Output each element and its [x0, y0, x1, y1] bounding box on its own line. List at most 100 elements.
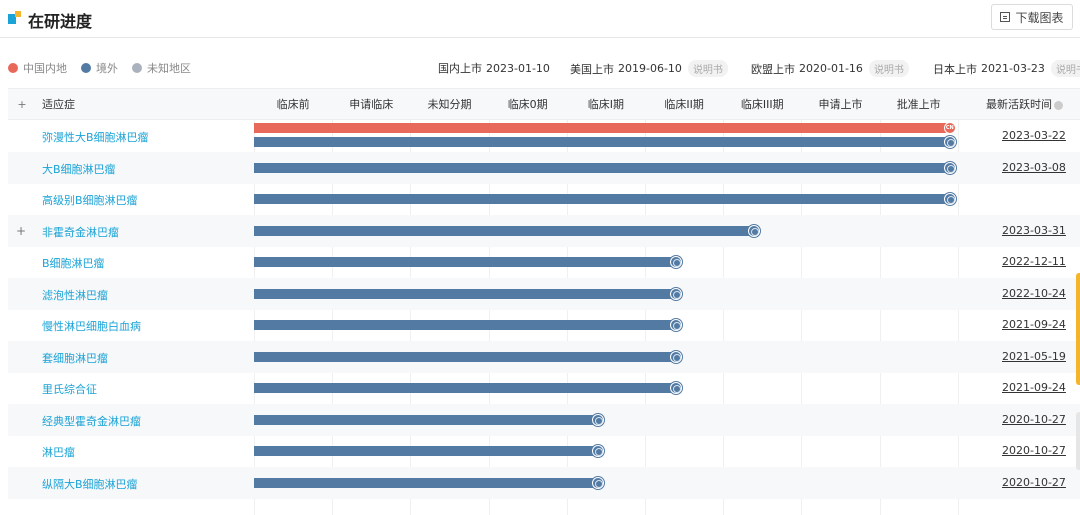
market-label: 国内上市: [438, 62, 482, 75]
table-header: + 适应症 最新活跃时间 临床前 申请临床 未知分期 临床0期 临床I期 临床II期 临床I…: [8, 88, 1080, 120]
side-tab-secondary[interactable]: [1076, 412, 1080, 470]
indication-link[interactable]: B细胞淋巴瘤: [42, 257, 105, 270]
globe-icon: [670, 287, 683, 300]
download-label: 下载图表: [1015, 10, 1064, 25]
progress-bar-overseas[interactable]: [254, 477, 598, 488]
progress-bar-overseas[interactable]: [254, 446, 598, 456]
grid-line: [254, 120, 255, 515]
legend-dot-icon: [132, 63, 142, 73]
progress-bar-overseas[interactable]: [254, 414, 598, 425]
latest-activity-link[interactable]: 2021-09-24: [1002, 318, 1066, 331]
market-date: 2020-01-16: [799, 62, 863, 75]
indication-link[interactable]: 滤泡性淋巴瘤: [42, 288, 108, 302]
indication-link[interactable]: 纵隔大B细胞淋巴瘤: [42, 477, 138, 491]
stage-header: 未知分期: [427, 98, 472, 111]
grid-line: [723, 120, 725, 515]
table-row: 高级别B细胞淋巴瘤: [8, 183, 1080, 215]
progress-bar-overseas[interactable]: [254, 288, 677, 299]
table-row: 里氏综合征 2021-09-24: [8, 372, 1080, 404]
market-date: 2019-06-10: [618, 62, 682, 75]
latest-activity-link[interactable]: 2022-10-24: [1002, 286, 1066, 300]
indication-link[interactable]: 慢性淋巴细胞白血病: [42, 320, 141, 333]
globe-icon: [670, 382, 683, 394]
indication-header: 适应症: [42, 98, 75, 111]
globe-icon: [591, 476, 604, 489]
legend-label: 境外: [96, 62, 118, 75]
latest-activity-link[interactable]: 2022-12-11: [1002, 255, 1066, 268]
latest-activity-link[interactable]: 2020-10-27: [1002, 475, 1066, 489]
progress-bar-overseas[interactable]: [254, 351, 677, 362]
latest-activity-link[interactable]: 2020-10-27: [1002, 412, 1066, 426]
table-row: 纵隔大B细胞淋巴瘤 2020-10-27: [8, 466, 1080, 499]
progress-bar-overseas[interactable]: [254, 257, 677, 267]
download-chart-button[interactable]: 下载图表: [991, 4, 1073, 30]
expand-all-button[interactable]: +: [17, 98, 27, 111]
progress-bar-overseas[interactable]: [254, 194, 950, 204]
market-label: 日本上市: [933, 62, 977, 76]
indication-link[interactable]: 高级别B细胞淋巴瘤: [42, 194, 138, 207]
stage-header: 临床III期: [740, 98, 784, 111]
indication-link[interactable]: 套细胞淋巴瘤: [42, 351, 108, 365]
title-mark-icon: [8, 11, 21, 25]
market-item: 日本上市 2021-03-23 说明书: [933, 60, 1080, 77]
indication-link[interactable]: 弥漫性大B细胞淋巴瘤: [42, 131, 149, 144]
expand-row-button[interactable]: +: [16, 223, 27, 238]
label-link[interactable]: 说明书: [868, 60, 909, 77]
download-icon: [1000, 12, 1011, 22]
progress-bar-overseas[interactable]: [254, 225, 755, 236]
side-tab[interactable]: [1076, 273, 1080, 385]
indication-link[interactable]: 淋巴瘤: [42, 446, 75, 459]
latest-activity-link[interactable]: 2023-03-22: [1002, 129, 1066, 142]
progress-bar-overseas[interactable]: [254, 383, 677, 393]
page-title: 在研进度: [28, 12, 93, 31]
indication-link[interactable]: 大B细胞淋巴瘤: [42, 162, 116, 176]
stage-header: 临床0期: [507, 98, 548, 111]
latest-activity-link[interactable]: 2023-03-31: [1002, 223, 1066, 237]
market-item: 欧盟上市 2020-01-16 说明书: [751, 60, 909, 77]
market-approvals: 国内上市 2023-01-10 美国上市 2019-06-10 说明书 欧盟上市 2020-…: [0, 60, 1080, 77]
table-row: 淋巴瘤 2020-10-27: [8, 435, 1080, 467]
market-item: 美国上市 2019-06-10 说明书: [570, 60, 728, 77]
time-header-label: 最新活跃时间: [986, 98, 1052, 111]
table-row: 弥漫性大B细胞淋巴瘤 CN 2023-03-22: [8, 120, 1080, 152]
market-label: 美国上市: [570, 62, 614, 76]
market-date: 2023-01-10: [486, 61, 550, 75]
table-row: 慢性淋巴细胞白血病 2021-09-24: [8, 309, 1080, 341]
time-header: 最新活跃时间: [986, 89, 1080, 121]
info-icon[interactable]: [1054, 100, 1063, 110]
legend-item[interactable]: 未知地区: [132, 60, 191, 76]
latest-activity-link[interactable]: 2021-09-24: [1002, 381, 1066, 394]
globe-icon: [670, 319, 683, 331]
indication-link[interactable]: 里氏综合征: [42, 383, 97, 396]
market-date: 2021-03-23: [981, 62, 1045, 75]
progress-bar-cn[interactable]: [254, 123, 950, 133]
globe-icon: [943, 136, 956, 148]
globe-icon: [670, 350, 683, 363]
table-row: B细胞淋巴瘤 2022-12-11: [8, 246, 1080, 278]
globe-icon: [591, 445, 604, 457]
globe-icon: [670, 256, 683, 268]
grid-line: [879, 120, 881, 515]
legend-item[interactable]: 中国内地: [8, 60, 67, 76]
table-row: 套细胞淋巴瘤 2021-05-19: [8, 340, 1080, 373]
progress-bar-overseas[interactable]: [254, 320, 677, 330]
indication-link[interactable]: 经典型霍奇金淋巴瘤: [42, 414, 141, 428]
label-link[interactable]: 说明书: [1050, 60, 1080, 77]
latest-activity-link[interactable]: 2021-05-19: [1002, 349, 1066, 363]
indication-link[interactable]: 非霍奇金淋巴瘤: [42, 225, 119, 239]
latest-activity-link[interactable]: 2020-10-27: [1002, 444, 1066, 457]
legend-label: 中国内地: [23, 62, 67, 75]
label-link[interactable]: 说明书: [687, 60, 728, 77]
cn-marker-icon: CN: [943, 122, 956, 134]
stage-header: 临床前: [276, 98, 310, 111]
progress-bar-overseas[interactable]: [254, 162, 950, 173]
stage-header: 临床II期: [664, 98, 704, 111]
globe-icon: [943, 193, 956, 205]
legend-item[interactable]: 境外: [81, 60, 118, 76]
stage-header: 批准上市: [896, 98, 941, 111]
progress-bar-overseas[interactable]: [254, 137, 950, 147]
latest-activity-link[interactable]: 2023-03-08: [1002, 160, 1066, 174]
table-row: 滤泡性淋巴瘤 2022-10-24: [8, 277, 1080, 310]
globe-icon: [748, 224, 761, 237]
market-item: 国内上市 2023-01-10: [438, 60, 550, 76]
